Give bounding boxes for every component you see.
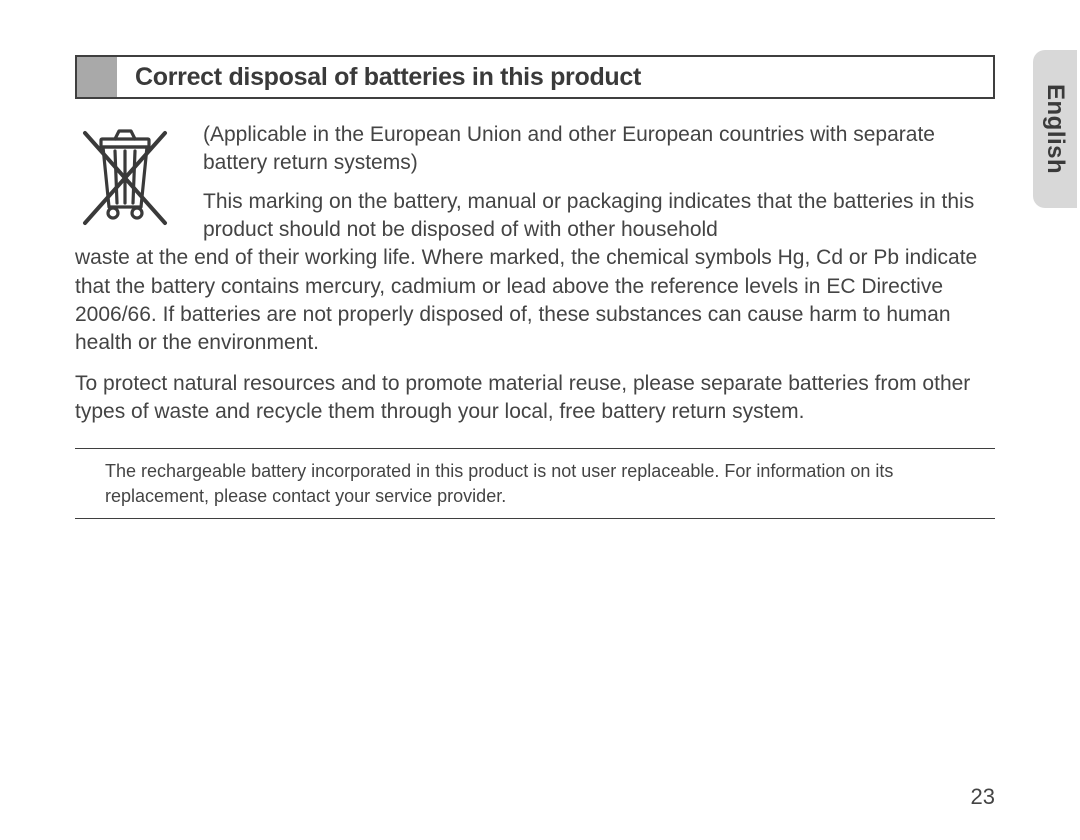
body-text: (Applicable in the European Union and ot… xyxy=(75,121,995,519)
section-title-box: Correct disposal of batteries in this pr… xyxy=(75,55,995,99)
note-text: The rechargeable battery incorporated in… xyxy=(105,461,893,505)
intro-text-block: (Applicable in the European Union and ot… xyxy=(203,121,995,244)
protect-text: To protect natural resources and to prom… xyxy=(75,370,995,427)
note-box: The rechargeable battery incorporated in… xyxy=(75,448,995,519)
marking-text-top: This marking on the battery, manual or p… xyxy=(203,188,995,245)
language-tab: English xyxy=(1033,50,1077,208)
applicable-text: (Applicable in the European Union and ot… xyxy=(203,121,995,178)
section-title: Correct disposal of batteries in this pr… xyxy=(117,57,993,97)
title-gray-tab xyxy=(77,57,117,97)
marking-text-rest: waste at the end of their working life. … xyxy=(75,244,995,357)
crossed-bin-icon xyxy=(75,125,185,238)
language-label: English xyxy=(1041,84,1069,174)
intro-row: (Applicable in the European Union and ot… xyxy=(75,121,995,244)
page-number: 23 xyxy=(971,784,995,810)
page-content: Correct disposal of batteries in this pr… xyxy=(75,55,995,519)
